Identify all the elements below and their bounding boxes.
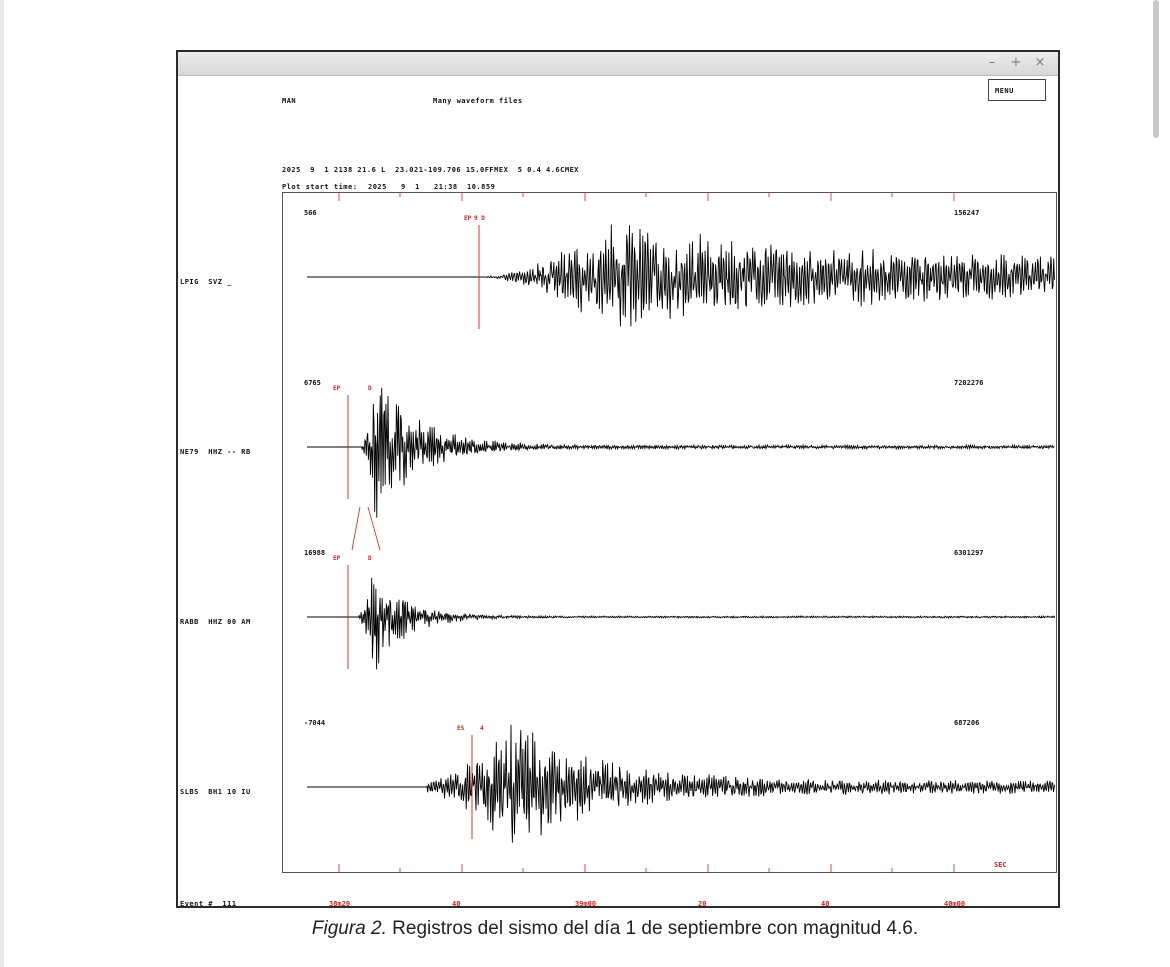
phase-pick-label: D — [368, 385, 372, 392]
axis-tick-label: 39m00 — [575, 900, 596, 907]
axis-tick-label: 40m00 — [944, 900, 965, 907]
trace-2: 6765 7202276 EP D — [304, 379, 1055, 518]
window-titlebar: – + × — [178, 52, 1058, 76]
waveform-line — [307, 224, 1055, 327]
plot-start-value: 2025 9 1 21:38 10.859 — [368, 183, 496, 191]
minimize-icon[interactable]: – — [988, 55, 996, 70]
amplitude-min-label: 566 — [304, 209, 317, 217]
caption-figure-number: Figura 2. — [311, 918, 387, 939]
pick-connector-line — [351, 506, 361, 551]
maximize-icon[interactable]: + — [1010, 55, 1022, 70]
menu-button[interactable]: MENU — [988, 79, 1046, 101]
phase-pick-label: EP — [333, 385, 341, 392]
caption-text: Registros del sismo del día 1 de septiem… — [386, 918, 919, 939]
station-label-2: NE79 HHZ -- RB — [180, 448, 251, 456]
phase-pick-label: EP — [464, 215, 472, 222]
amplitude-max-label: 6301297 — [954, 549, 984, 557]
figure-caption: Figura 2. Registros del sismo del día 1 … — [0, 918, 1170, 940]
event-number-label: Event # 111 — [180, 900, 237, 908]
station-label-1: LPIG SVZ _ — [180, 278, 232, 286]
axis-tick-label: 40 — [821, 900, 829, 907]
waveform-line — [307, 387, 1055, 518]
amplitude-max-label: 156247 — [954, 209, 979, 217]
scrollbar-thumb[interactable] — [1153, 0, 1159, 138]
amplitude-min-label: -7044 — [304, 719, 325, 727]
plot-start-label: Plot start time: — [282, 183, 358, 191]
trace-4: -7044 687206 ES 4 — [304, 719, 1056, 843]
amplitude-max-label: 7202276 — [954, 379, 984, 387]
trace-1: 566 156247 EP 9 D — [304, 209, 1055, 329]
amplitude-min-label: 6765 — [304, 379, 321, 387]
page-left-border — [0, 0, 4, 967]
waveform-line — [307, 724, 1056, 843]
plot-title: Many waveform files — [433, 97, 523, 105]
plot-frame — [282, 192, 1057, 873]
station-label-3: RABB HHZ 00 AM — [180, 618, 251, 626]
phase-pick-label: D — [368, 555, 372, 562]
station-label-4: SLBS BH1 10 IU — [180, 788, 251, 796]
x-axis: 38m20 40 39m00 20 40 40m00 SEC — [329, 192, 1007, 907]
trace-3: 16988 6301297 EP D — [304, 549, 1056, 670]
axis-tick-label: 20 — [698, 900, 706, 907]
phase-pick-label: 9 D — [474, 215, 485, 222]
event-info-line: 2025 9 1 2138 21.6 L 23.021-109.706 15.0… — [282, 166, 580, 174]
seismic-viewer-window: – + × MAN Many waveform files MENU 2025 … — [176, 50, 1060, 908]
amplitude-min-label: 16988 — [304, 549, 325, 557]
amplitude-max-label: 687206 — [954, 719, 979, 727]
phase-pick-label: EP — [333, 555, 341, 562]
axis-tick-label: 40 — [452, 900, 460, 907]
axis-tick-label: 38m20 — [329, 900, 350, 907]
mode-label: MAN — [282, 97, 297, 105]
menu-button-label: MENU — [995, 87, 1014, 95]
phase-pick-label: 4 — [480, 725, 484, 732]
pick-connector-line — [367, 506, 381, 551]
close-icon[interactable]: × — [1034, 55, 1046, 70]
phase-pick-label: ES — [457, 725, 465, 732]
axis-unit-label: SEC — [994, 861, 1007, 869]
waveform-line — [307, 577, 1056, 670]
